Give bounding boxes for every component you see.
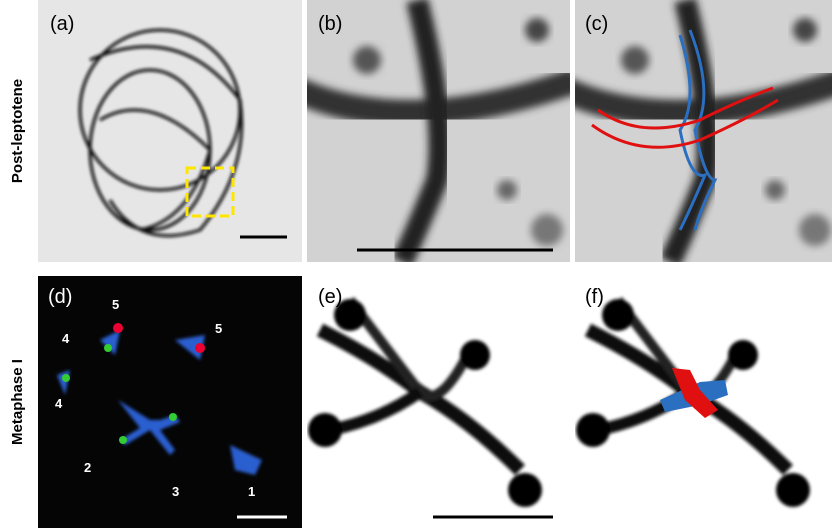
panel-label: (f) <box>585 286 604 308</box>
annotation: 5 <box>112 297 119 312</box>
panel-e <box>307 276 570 528</box>
panel-d: 5 5 4 4 2 3 1 <box>38 276 302 528</box>
annotation: 2 <box>84 460 91 475</box>
panel-label: (e) <box>318 286 342 308</box>
panel-label: (d) <box>48 286 72 308</box>
figure: 5 5 4 4 2 3 1 (a) (b) (c) (d) (e) (f) Po… <box>0 0 832 528</box>
panel-label: (b) <box>318 13 342 35</box>
annotation: 4 <box>62 331 70 346</box>
row-label: Post-leptotene <box>9 79 26 183</box>
annotation: 4 <box>55 396 63 411</box>
panel-f <box>575 276 832 528</box>
annotation: 1 <box>248 484 255 499</box>
row-label: Metaphase I <box>9 359 26 445</box>
panel-c <box>565 0 832 262</box>
annotation: 5 <box>215 321 222 336</box>
panel-label: (c) <box>585 13 608 35</box>
panel-label: (a) <box>50 13 74 35</box>
annotation: 3 <box>172 484 179 499</box>
panel-a <box>38 0 302 262</box>
panel-b <box>297 0 577 262</box>
